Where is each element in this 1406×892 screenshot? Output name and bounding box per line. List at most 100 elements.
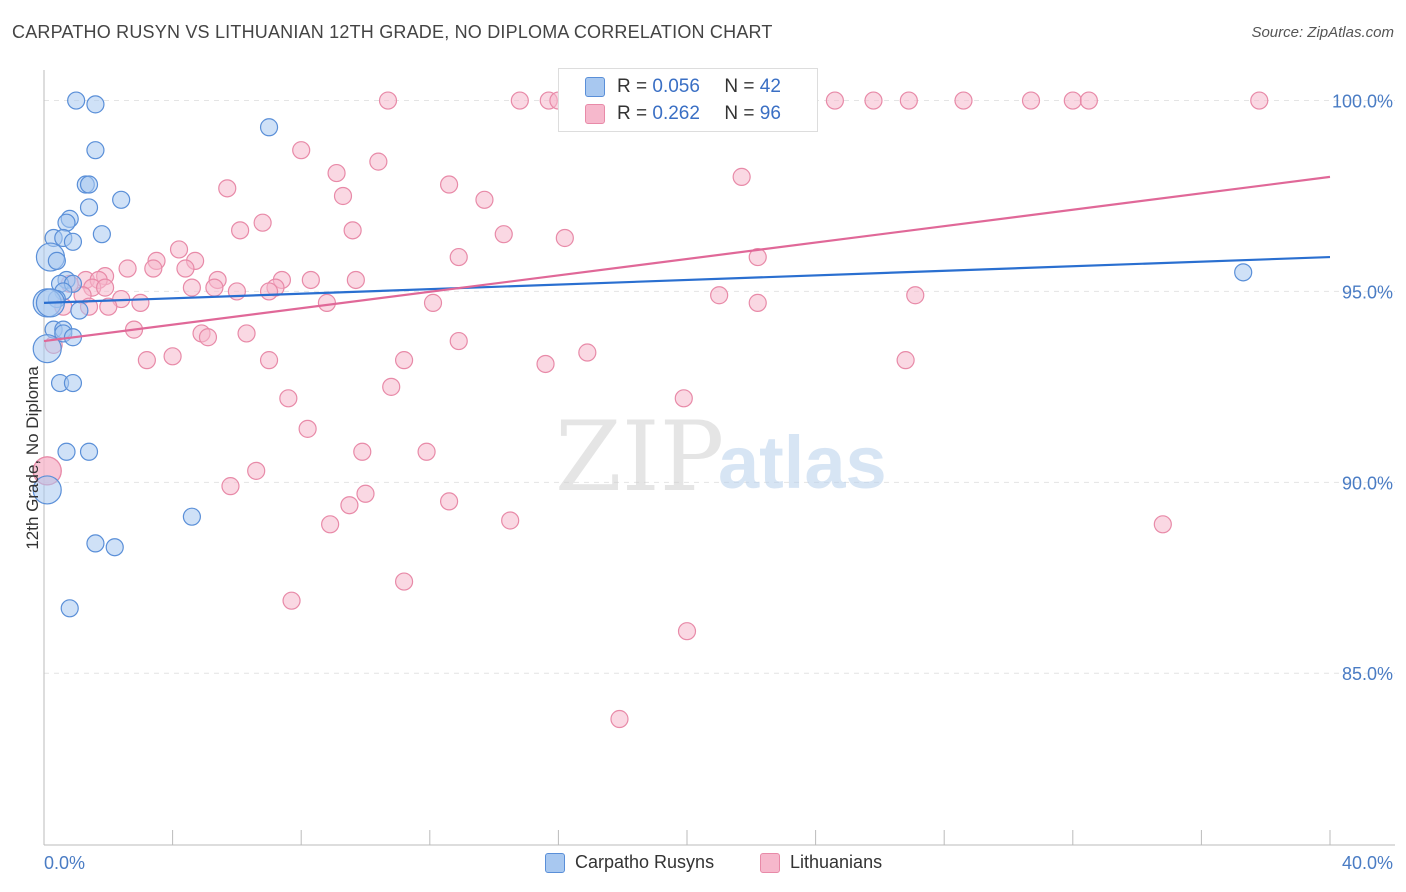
lithuanian-point	[353, 442, 372, 461]
legend-n-label: N =	[724, 103, 755, 124]
carpatho-rusyn-point	[105, 538, 124, 557]
lithuanian-point	[677, 622, 697, 641]
carpatho-rusyn-point	[32, 475, 62, 505]
lithuanian-point	[247, 461, 266, 480]
lithuanian-point	[394, 351, 414, 370]
legend-n-value: 96	[759, 103, 781, 124]
bottom-legend-label-lithuanian: Lithuanians	[790, 852, 883, 872]
legend-swatch-blue	[585, 77, 605, 97]
lithuanian-point	[748, 293, 767, 312]
legend-swatch-pink	[585, 104, 605, 124]
lithuanian-point	[282, 591, 301, 610]
carpatho-rusyn-point	[63, 373, 83, 393]
lithuanian-point	[137, 351, 156, 370]
legend-row-lithuanian: R = 0.262 N = 96	[559, 101, 781, 127]
lithuanian-point	[555, 228, 574, 248]
legend-r-label: R =	[617, 76, 648, 97]
lithuanian-point	[237, 324, 256, 343]
lithuanian-point	[292, 141, 311, 160]
lithuanian-point	[382, 377, 401, 396]
lithuanian-point	[259, 351, 279, 370]
lithuanian-point	[346, 270, 365, 290]
carpatho-rusyn-point	[79, 198, 99, 217]
lithuanian-point	[475, 190, 494, 209]
carpatho-rusyn-point	[86, 141, 105, 160]
lithuanian-point	[369, 152, 388, 171]
lithuanian-point	[169, 240, 189, 259]
lithuanian-point	[163, 347, 182, 366]
trend-lines	[43, 175, 1331, 343]
lithuanian-point	[1021, 91, 1041, 110]
carpatho-rusyn-trend-line	[43, 255, 1331, 304]
lithuanian-point	[182, 278, 201, 297]
y-axis-label: 12th Grade, No Diploma	[23, 366, 42, 550]
carpatho-rusyn-point	[67, 91, 86, 110]
carpatho-rusyn-point	[57, 442, 76, 461]
lithuanian-point	[340, 496, 359, 515]
watermark-zip: ZIP	[555, 401, 724, 513]
lithuanian-point	[99, 297, 118, 316]
lithuanian-point	[710, 286, 729, 305]
lithuanian-point	[333, 186, 353, 206]
lithuanian-point	[298, 419, 317, 438]
source-label: Source: ZipAtlas.com	[1251, 24, 1394, 41]
bottom-legend-carpatho: Carpatho Rusyns	[545, 852, 714, 873]
series-carpatho-rusyns-points	[32, 91, 1253, 618]
lithuanian-point	[227, 282, 246, 301]
lithuanian-point	[449, 247, 468, 267]
lithuanian-point	[1250, 91, 1269, 110]
carpatho-rusyn-point	[63, 232, 83, 251]
carpatho-rusyn-point	[182, 507, 201, 526]
lithuanian-point	[439, 492, 459, 511]
y-tick-label: 100.0%	[1332, 92, 1393, 112]
legend-r-value: 0.262	[652, 103, 700, 124]
lithuanian-point	[231, 221, 250, 240]
lithuanian-point	[494, 225, 513, 244]
lithuanian-point	[674, 389, 693, 408]
lithuanian-point	[301, 270, 320, 290]
lithuanian-point	[327, 163, 346, 183]
lithuanian-point	[356, 484, 375, 503]
grid-lines	[44, 100, 1395, 674]
lithuanian-point	[1153, 515, 1172, 534]
carpatho-rusyn-point	[79, 175, 99, 194]
watermark: ZIP atlas	[555, 401, 887, 513]
lithuanian-point	[205, 278, 224, 297]
lithuanian-point	[610, 709, 629, 729]
legend-row-carpatho: R = 0.056 N = 42	[559, 74, 781, 100]
bottom-legend-label-carpatho: Carpatho Rusyns	[575, 852, 715, 872]
tick-labels: 85.0% 90.0% 95.0% 100.0% 0.0% 40.0%	[44, 92, 1393, 873]
lithuanian-trend-line	[43, 175, 1331, 343]
carpatho-rusyn-point	[92, 225, 111, 244]
lithuanian-point	[748, 247, 767, 267]
lithuanian-point	[578, 343, 597, 362]
y-tick-label: 85.0%	[1342, 664, 1393, 684]
lithuanian-point	[176, 259, 195, 278]
lithuanian-point	[343, 221, 362, 240]
lithuanian-point	[825, 91, 844, 110]
lithuanian-point	[899, 91, 918, 110]
x-tick-label: 40.0%	[1342, 853, 1393, 873]
carpatho-rusyn-point	[86, 534, 105, 553]
carpatho-rusyn-point	[60, 599, 79, 618]
y-tick-label: 90.0%	[1342, 473, 1393, 493]
legend-n-label: N =	[724, 76, 755, 97]
lithuanian-point	[423, 293, 443, 312]
lithuanian-point	[321, 515, 340, 534]
lithuanian-point	[131, 293, 150, 312]
lithuanian-point	[218, 179, 237, 198]
lithuanian-point	[198, 328, 218, 347]
lithuanian-point	[906, 286, 925, 305]
lithuanian-point	[864, 91, 883, 110]
legend-r-value: 0.056	[652, 76, 700, 97]
bottom-legend-swatch-blue	[545, 852, 565, 873]
lithuanian-point	[1079, 91, 1098, 110]
carpatho-rusyn-point	[1234, 263, 1253, 282]
lithuanian-point	[439, 175, 459, 194]
lithuanian-point	[378, 91, 398, 110]
watermark-atlas: atlas	[718, 421, 887, 504]
lithuanian-point	[449, 331, 468, 351]
lithuanian-point	[510, 91, 529, 110]
lithuanian-point	[896, 351, 915, 370]
